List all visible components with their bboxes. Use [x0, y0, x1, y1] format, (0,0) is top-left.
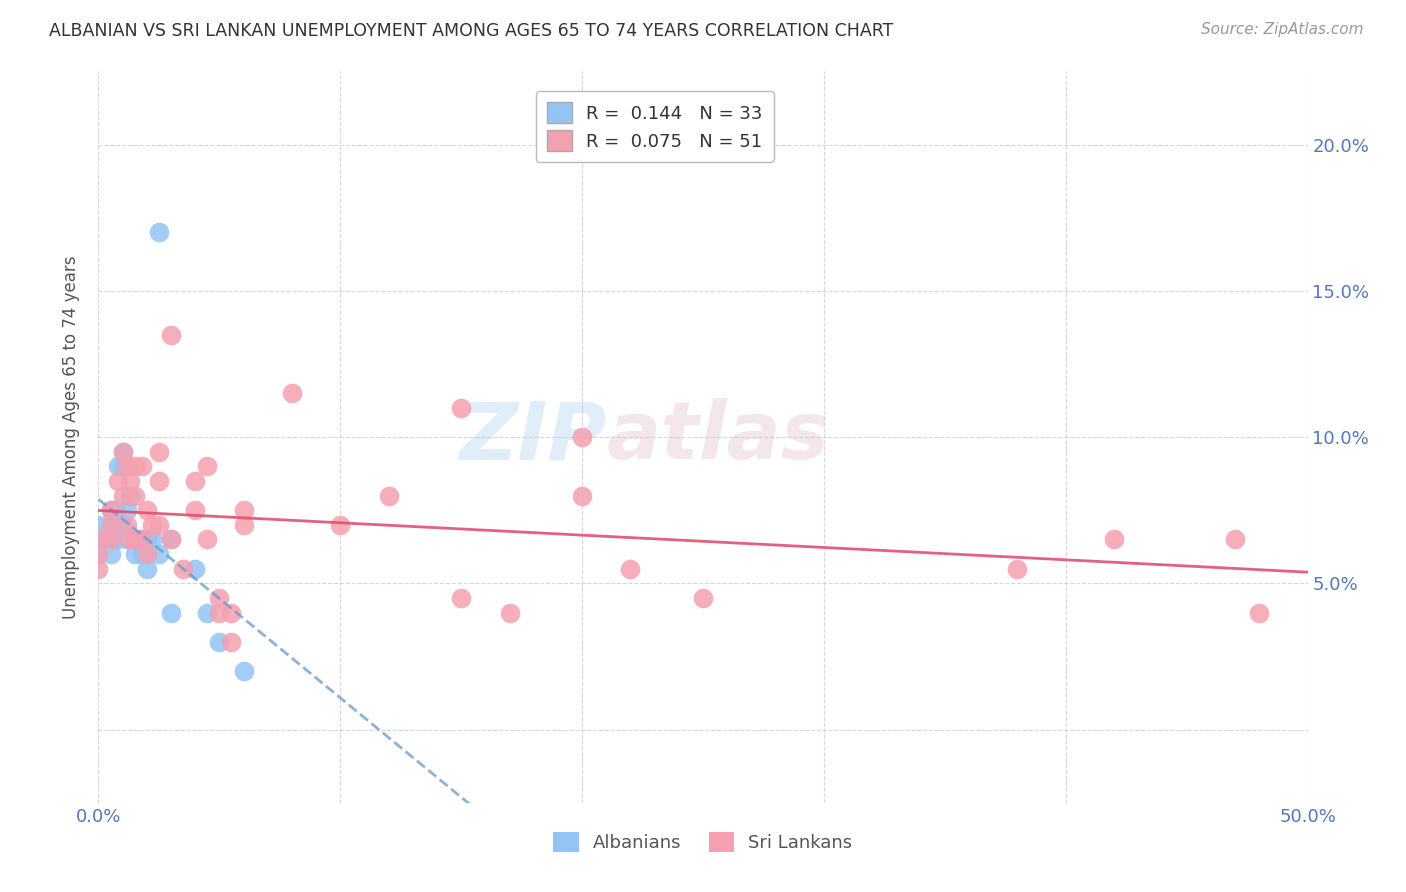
Point: [104, 517, 127, 532]
Point: [118, 474, 141, 488]
Point: [100, 503, 122, 517]
Point: [184, 562, 207, 576]
Point: [221, 635, 243, 649]
Point: [148, 444, 170, 458]
Text: ZIP: ZIP: [458, 398, 606, 476]
Point: [87, 533, 110, 547]
Point: [87, 547, 110, 561]
Point: [232, 503, 254, 517]
Text: atlas: atlas: [606, 398, 830, 476]
Point: [571, 489, 593, 503]
Point: [148, 474, 170, 488]
Point: [118, 533, 141, 547]
Point: [1007, 562, 1029, 576]
Point: [141, 517, 163, 532]
Point: [107, 533, 129, 547]
Point: [118, 489, 141, 503]
Point: [135, 533, 157, 547]
Point: [107, 474, 129, 488]
Point: [87, 562, 110, 576]
Point: [87, 547, 110, 561]
Point: [195, 606, 218, 620]
Point: [111, 459, 134, 474]
Point: [692, 591, 714, 605]
Point: [619, 562, 641, 576]
Point: [128, 533, 150, 547]
Point: [172, 562, 194, 576]
Point: [281, 386, 304, 401]
Point: [195, 459, 218, 474]
Point: [107, 459, 129, 474]
Point: [141, 533, 163, 547]
Point: [100, 517, 122, 532]
Point: [104, 503, 127, 517]
Y-axis label: Unemployment Among Ages 65 to 74 years: Unemployment Among Ages 65 to 74 years: [62, 255, 80, 619]
Point: [148, 225, 170, 239]
Point: [100, 503, 122, 517]
Point: [135, 547, 157, 561]
Point: [87, 533, 110, 547]
Point: [160, 533, 183, 547]
Point: [131, 547, 153, 561]
Point: [184, 474, 207, 488]
Point: [377, 489, 399, 503]
Point: [450, 591, 472, 605]
Point: [117, 517, 139, 532]
Point: [100, 533, 122, 547]
Point: [100, 547, 122, 561]
Point: [208, 591, 231, 605]
Point: [184, 503, 207, 517]
Point: [195, 533, 218, 547]
Point: [1249, 606, 1271, 620]
Point: [117, 459, 139, 474]
Point: [118, 533, 141, 547]
Point: [111, 517, 134, 532]
Legend: Albanians, Sri Lankans: Albanians, Sri Lankans: [546, 824, 860, 860]
Point: [124, 489, 146, 503]
Point: [131, 459, 153, 474]
Point: [208, 606, 231, 620]
Point: [124, 547, 146, 561]
Point: [160, 327, 183, 342]
Text: ALBANIAN VS SRI LANKAN UNEMPLOYMENT AMONG AGES 65 TO 74 YEARS CORRELATION CHART: ALBANIAN VS SRI LANKAN UNEMPLOYMENT AMON…: [49, 22, 894, 40]
Text: Source: ZipAtlas.com: Source: ZipAtlas.com: [1201, 22, 1364, 37]
Point: [450, 401, 472, 415]
Point: [1102, 533, 1125, 547]
Point: [498, 606, 520, 620]
Point: [100, 517, 122, 532]
Point: [148, 517, 170, 532]
Point: [111, 444, 134, 458]
Point: [232, 664, 254, 678]
Point: [148, 547, 170, 561]
Point: [124, 459, 146, 474]
Point: [117, 533, 139, 547]
Point: [124, 533, 146, 547]
Point: [232, 517, 254, 532]
Point: [160, 606, 183, 620]
Point: [160, 533, 183, 547]
Point: [131, 533, 153, 547]
Point: [329, 517, 352, 532]
Point: [571, 430, 593, 444]
Point: [87, 517, 110, 532]
Point: [100, 533, 122, 547]
Point: [135, 562, 157, 576]
Point: [111, 444, 134, 458]
Point: [135, 503, 157, 517]
Point: [1223, 533, 1246, 547]
Point: [117, 503, 139, 517]
Point: [221, 606, 243, 620]
Point: [208, 635, 231, 649]
Point: [135, 547, 157, 561]
Point: [111, 489, 134, 503]
